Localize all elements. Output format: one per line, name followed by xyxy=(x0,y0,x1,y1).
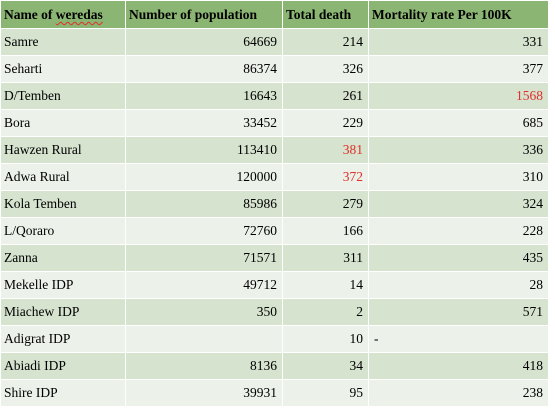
population-cell: 113410 xyxy=(125,136,283,164)
population-cell: 86374 xyxy=(125,55,283,83)
mortality-rate-cell: 228 xyxy=(368,217,549,245)
mortality-rate-cell: 685 xyxy=(368,109,549,137)
population-cell: 8136 xyxy=(125,352,283,380)
total-death-cell: 95 xyxy=(282,379,369,407)
wereda-name-cell: Miachew IDP xyxy=(0,298,126,326)
total-death-cell: 2 xyxy=(282,298,369,326)
header-wereda-name: Name of weredas xyxy=(0,0,126,29)
mortality-rate-cell: 571 xyxy=(368,298,549,326)
total-death-cell: 279 xyxy=(282,190,369,218)
total-death-cell: 14 xyxy=(282,271,369,299)
wereda-name-cell: D/Temben xyxy=(0,82,126,110)
header-mortality-rate: Mortality rate Per 100K xyxy=(368,0,549,29)
population-cell xyxy=(125,325,283,353)
mortality-rate-cell: 377 xyxy=(368,55,549,83)
header-wereda-name-prefix: Name of xyxy=(4,7,56,22)
table-row: Miachew IDP 350 2 571 xyxy=(0,298,549,326)
total-death-cell: 229 xyxy=(282,109,369,137)
mortality-table: Name of weredas Number of population Tot… xyxy=(0,0,549,407)
table-row: Seharti 86374 326 377 xyxy=(0,55,549,83)
table-row: Adwa Rural 120000 372 310 xyxy=(0,163,549,191)
population-cell: 71571 xyxy=(125,244,283,272)
table-row: Adigrat IDP 10 - xyxy=(0,325,549,353)
mortality-rate-cell: 238 xyxy=(368,379,549,407)
total-death-cell: 326 xyxy=(282,55,369,83)
table-row: Abiadi IDP 8136 34 418 xyxy=(0,352,549,380)
mortality-rate-cell-highlighted: 1568 xyxy=(368,82,549,110)
mortality-rate-cell: - xyxy=(368,325,549,353)
population-cell: 33452 xyxy=(125,109,283,137)
population-cell: 64669 xyxy=(125,28,283,56)
table-row: Samre 64669 214 331 xyxy=(0,28,549,56)
table-row: Hawzen Rural 113410 381 336 xyxy=(0,136,549,164)
population-cell: 85986 xyxy=(125,190,283,218)
wereda-name-cell: Mekelle IDP xyxy=(0,271,126,299)
total-death-cell: 261 xyxy=(282,82,369,110)
wereda-name-cell: L/Qoraro xyxy=(0,217,126,245)
population-cell: 49712 xyxy=(125,271,283,299)
population-cell: 39931 xyxy=(125,379,283,407)
table-row: Zanna 71571 311 435 xyxy=(0,244,549,272)
total-death-cell-highlighted: 381 xyxy=(282,136,369,164)
mortality-rate-cell: 310 xyxy=(368,163,549,191)
table-row: Bora 33452 229 685 xyxy=(0,109,549,137)
wereda-name-cell: Adwa Rural xyxy=(0,163,126,191)
mortality-rate-cell: 336 xyxy=(368,136,549,164)
wereda-name-cell: Zanna xyxy=(0,244,126,272)
population-cell: 72760 xyxy=(125,217,283,245)
mortality-rate-cell: 324 xyxy=(368,190,549,218)
mortality-rate-cell: 28 xyxy=(368,271,549,299)
table-row: L/Qoraro 72760 166 228 xyxy=(0,217,549,245)
mortality-rate-cell: 331 xyxy=(368,28,549,56)
table-row: Mekelle IDP 49712 14 28 xyxy=(0,271,549,299)
table-header-row: Name of weredas Number of population Tot… xyxy=(0,0,549,29)
total-death-cell: 214 xyxy=(282,28,369,56)
population-cell: 16643 xyxy=(125,82,283,110)
wereda-name-cell: Abiadi IDP xyxy=(0,352,126,380)
total-death-cell: 10 xyxy=(282,325,369,353)
population-cell: 120000 xyxy=(125,163,283,191)
total-death-cell: 311 xyxy=(282,244,369,272)
population-cell: 350 xyxy=(125,298,283,326)
table-row: Shire IDP 39931 95 238 xyxy=(0,379,549,407)
header-total-death: Total death xyxy=(282,0,369,29)
wereda-name-cell: Hawzen Rural xyxy=(0,136,126,164)
header-population: Number of population xyxy=(125,0,283,29)
wereda-name-cell: Samre xyxy=(0,28,126,56)
total-death-cell: 34 xyxy=(282,352,369,380)
wereda-name-cell: Adigrat IDP xyxy=(0,325,126,353)
wereda-name-cell: Shire IDP xyxy=(0,379,126,407)
total-death-cell: 166 xyxy=(282,217,369,245)
table-row: Kola Temben 85986 279 324 xyxy=(0,190,549,218)
header-wereda-name-word: weredas xyxy=(55,7,103,22)
wereda-name-cell: Bora xyxy=(0,109,126,137)
mortality-rate-cell: 435 xyxy=(368,244,549,272)
wereda-name-cell: Kola Temben xyxy=(0,190,126,218)
total-death-cell-highlighted: 372 xyxy=(282,163,369,191)
mortality-rate-cell: 418 xyxy=(368,352,549,380)
table-row: D/Temben 16643 261 1568 xyxy=(0,82,549,110)
wereda-name-cell: Seharti xyxy=(0,55,126,83)
